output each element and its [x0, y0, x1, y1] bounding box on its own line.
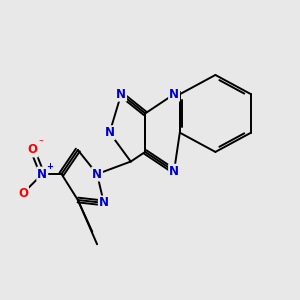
Text: +: +	[46, 162, 53, 171]
Text: O: O	[18, 187, 28, 200]
Text: N: N	[99, 196, 109, 209]
Text: N: N	[116, 88, 126, 101]
Text: O: O	[28, 143, 38, 157]
Text: ⁻: ⁻	[38, 139, 43, 148]
Text: N: N	[169, 88, 179, 101]
Text: N: N	[105, 126, 115, 139]
Text: N: N	[92, 167, 102, 181]
Text: N: N	[169, 165, 179, 178]
Text: N: N	[37, 167, 47, 181]
